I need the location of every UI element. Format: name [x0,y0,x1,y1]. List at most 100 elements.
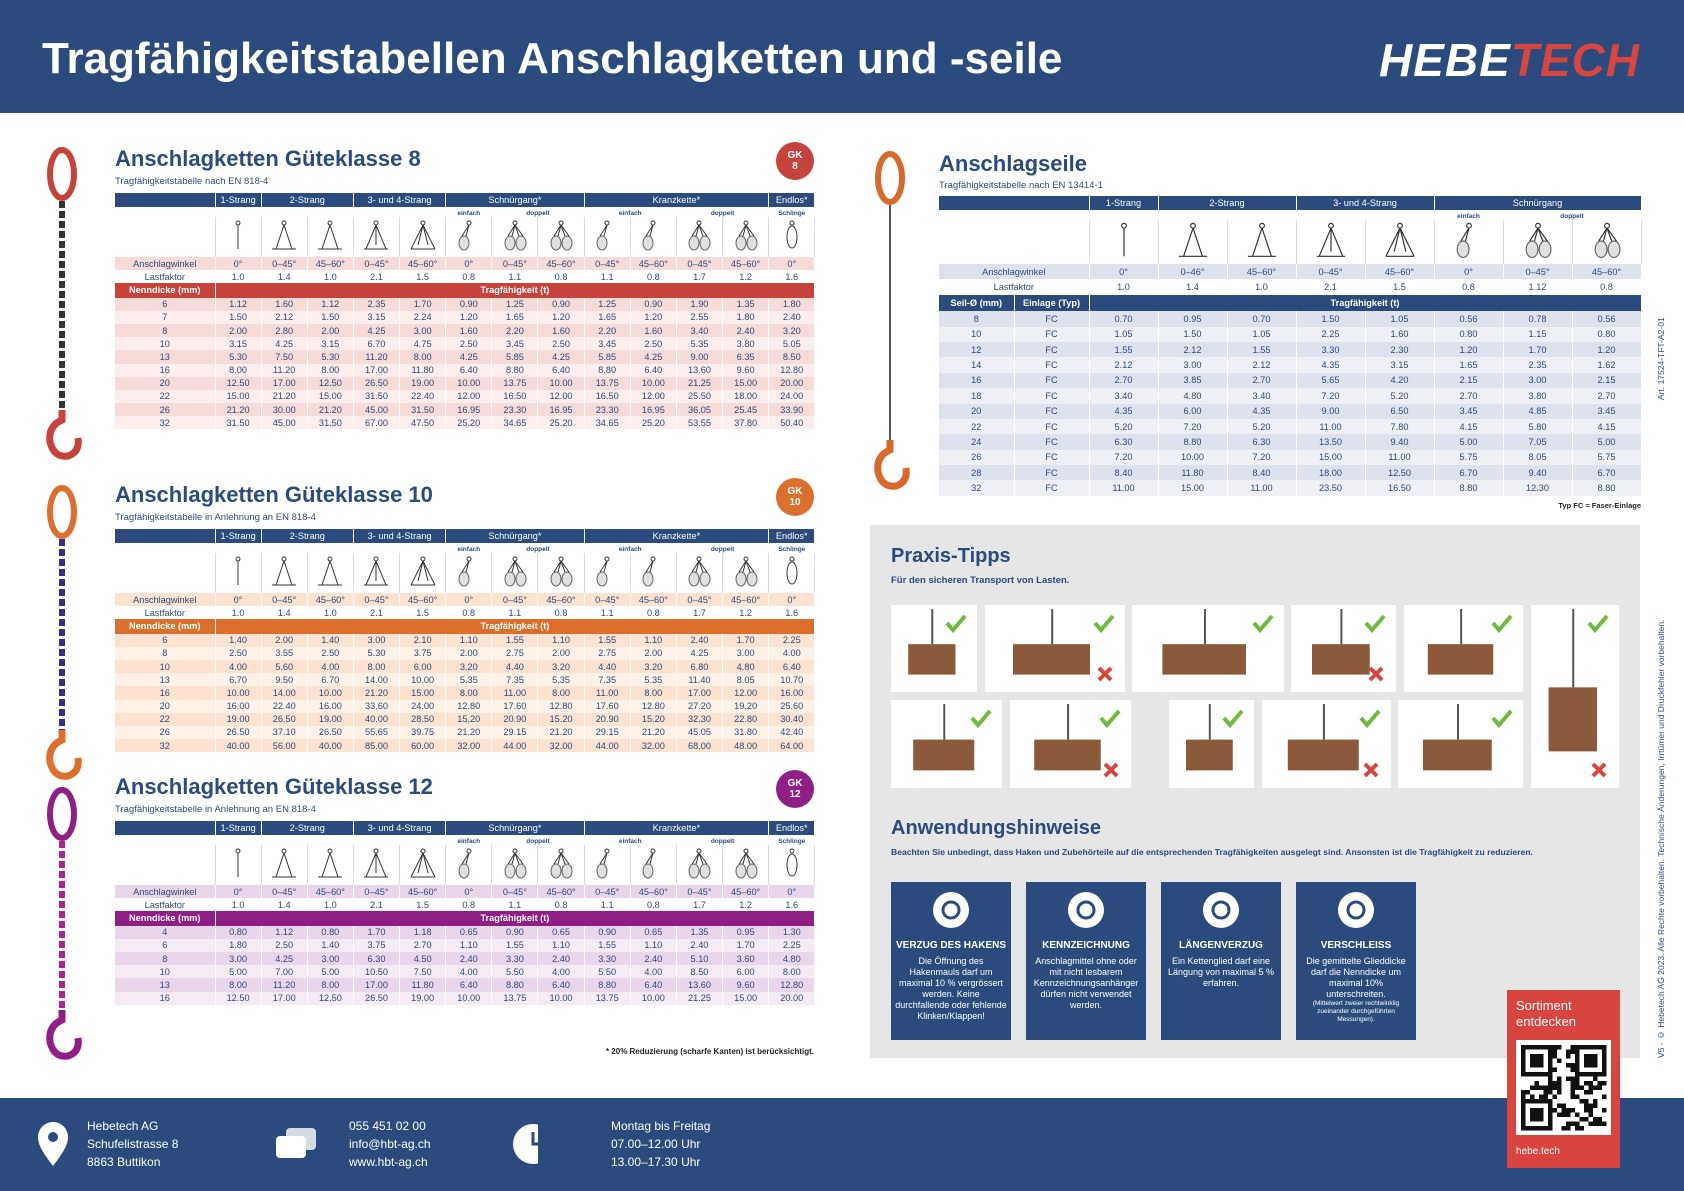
cell: 26.50 [261,712,308,726]
sub-header: einfach [584,207,677,217]
cell: 22.40 [261,699,308,713]
icon-part [1602,1108,1607,1113]
icon-part [283,224,293,250]
cell: 24 [939,434,1015,450]
data-row: 28 FC 8.40 11.80 8.40 18.00 12.50 6.70 9.40 6.70 [939,465,1642,481]
cell: 1.70 [722,938,770,952]
cell: 14.00 [353,673,401,687]
cell: 2.30 [1365,341,1435,358]
row-label: Anschlagwinkel [115,885,216,899]
group-row: 1-Strang 2-Strang 3- und 4-Strang Schnürgan… [115,193,816,207]
data-row: 26 21.20 30.00 21.20 45.00 31.50 16.95 23.30 16.… [115,403,816,417]
cell: 0° [445,885,493,899]
cell: 3.80 [1503,388,1573,404]
cell: 19.00 [307,712,354,726]
cell: 25.20 [537,416,585,430]
cell: 45.00 [261,416,308,430]
icon-part [933,892,969,928]
cell: 4.50 [399,951,447,966]
icon-part [1530,1117,1535,1122]
icon [1338,892,1374,928]
cell: 2.40 [537,951,585,966]
icon [933,892,969,928]
cell: 0.8 [537,898,585,912]
icon-part [1570,1063,1575,1068]
icon-part [422,852,429,874]
icon-part [1530,1063,1535,1068]
cell: 26.50 [215,725,262,740]
sub-header: einfach [584,835,677,845]
cell: 21.20 [537,725,585,740]
icon-part [1557,1103,1562,1108]
icon-part [1575,1081,1580,1086]
cell: 13.60 [676,363,724,377]
cell: 15.00 [1158,480,1228,496]
cell: 1.7 [676,606,724,620]
icon-part [1570,1081,1575,1086]
icon-part [1607,240,1621,259]
cell: 10.00 [1158,449,1228,466]
badge-line: 10 [789,497,801,508]
icon-part [560,224,570,237]
icon-part [1575,1076,1580,1081]
cell: 21.20 [445,725,493,740]
data-row: 32 31.50 45.00 31.50 67.00 47.50 25.20 34.65 25.… [115,416,816,430]
cell: 3.85 [1158,372,1228,389]
icon-part [1521,1067,1526,1072]
cell: 25.20 [630,416,677,430]
cell [939,220,1090,264]
icon-part [329,852,339,878]
icon-cell [676,553,724,593]
cell: 8.80 [584,978,631,992]
cell: 4.00 [768,646,816,660]
cell: 4.15 [1434,418,1504,435]
icon-part [466,220,472,226]
icon-part [688,863,700,879]
cell: 45–60° [630,593,677,607]
cell: 15.20 [537,712,585,726]
cell: 8.00 [630,686,677,700]
icon-part [1552,1067,1557,1072]
icon-part [1539,1126,1544,1131]
icon-part [1287,739,1359,771]
cell: 0.56 [1434,311,1504,327]
data-row: 8 FC 0.70 0.95 0.70 1.50 1.05 0.56 0.78 0.56 [939,311,1642,327]
article-number: Art. 17524-TFT-A2-01 [1656,317,1666,400]
icon-part [1538,240,1552,259]
cell: 34.65 [491,416,539,430]
icon-cell [399,553,447,593]
icon-part [941,900,961,920]
cell: 4.25 [676,646,724,660]
icon-part [327,848,333,854]
icon-part [642,235,654,251]
data-table: 1-Strang 2-Strang 3- und 4-Strang Schnürgan… [115,821,816,1005]
cell: 4.40 [491,659,539,674]
cell: 1.2 [722,606,770,620]
icon-part [786,225,798,249]
cell: 5.75 [1572,449,1642,466]
icon-part [461,560,470,573]
cell: 3.55 [261,646,308,660]
cell: 1.65 [1434,357,1504,373]
sub-row: einfach doppelt einfach doppelt Schlinge [115,207,816,217]
icon-part [1548,1117,1553,1122]
icon-part [1602,1121,1607,1126]
cell: 16.00 [307,699,354,713]
group-header: 2-Strang [261,529,354,543]
cell: 4.00 [215,659,262,674]
cell: 2.50 [215,646,262,660]
cell: 34.65 [584,416,631,430]
cell: 15.00 [1296,449,1366,466]
cell: 45–60° [307,593,354,607]
cell: 67.00 [353,416,401,430]
cell: 3.45 [584,337,631,351]
cell: 8.50 [768,350,816,364]
icon-part [650,556,656,562]
icon-part [461,852,470,865]
cell: 6.70 [215,673,262,687]
icon-part [417,852,424,874]
cell: 0–45° [676,885,724,899]
cell: 13.50 [1296,434,1366,450]
band-label: Nenndicke (mm) [115,283,216,298]
cell: 85.00 [353,739,401,753]
